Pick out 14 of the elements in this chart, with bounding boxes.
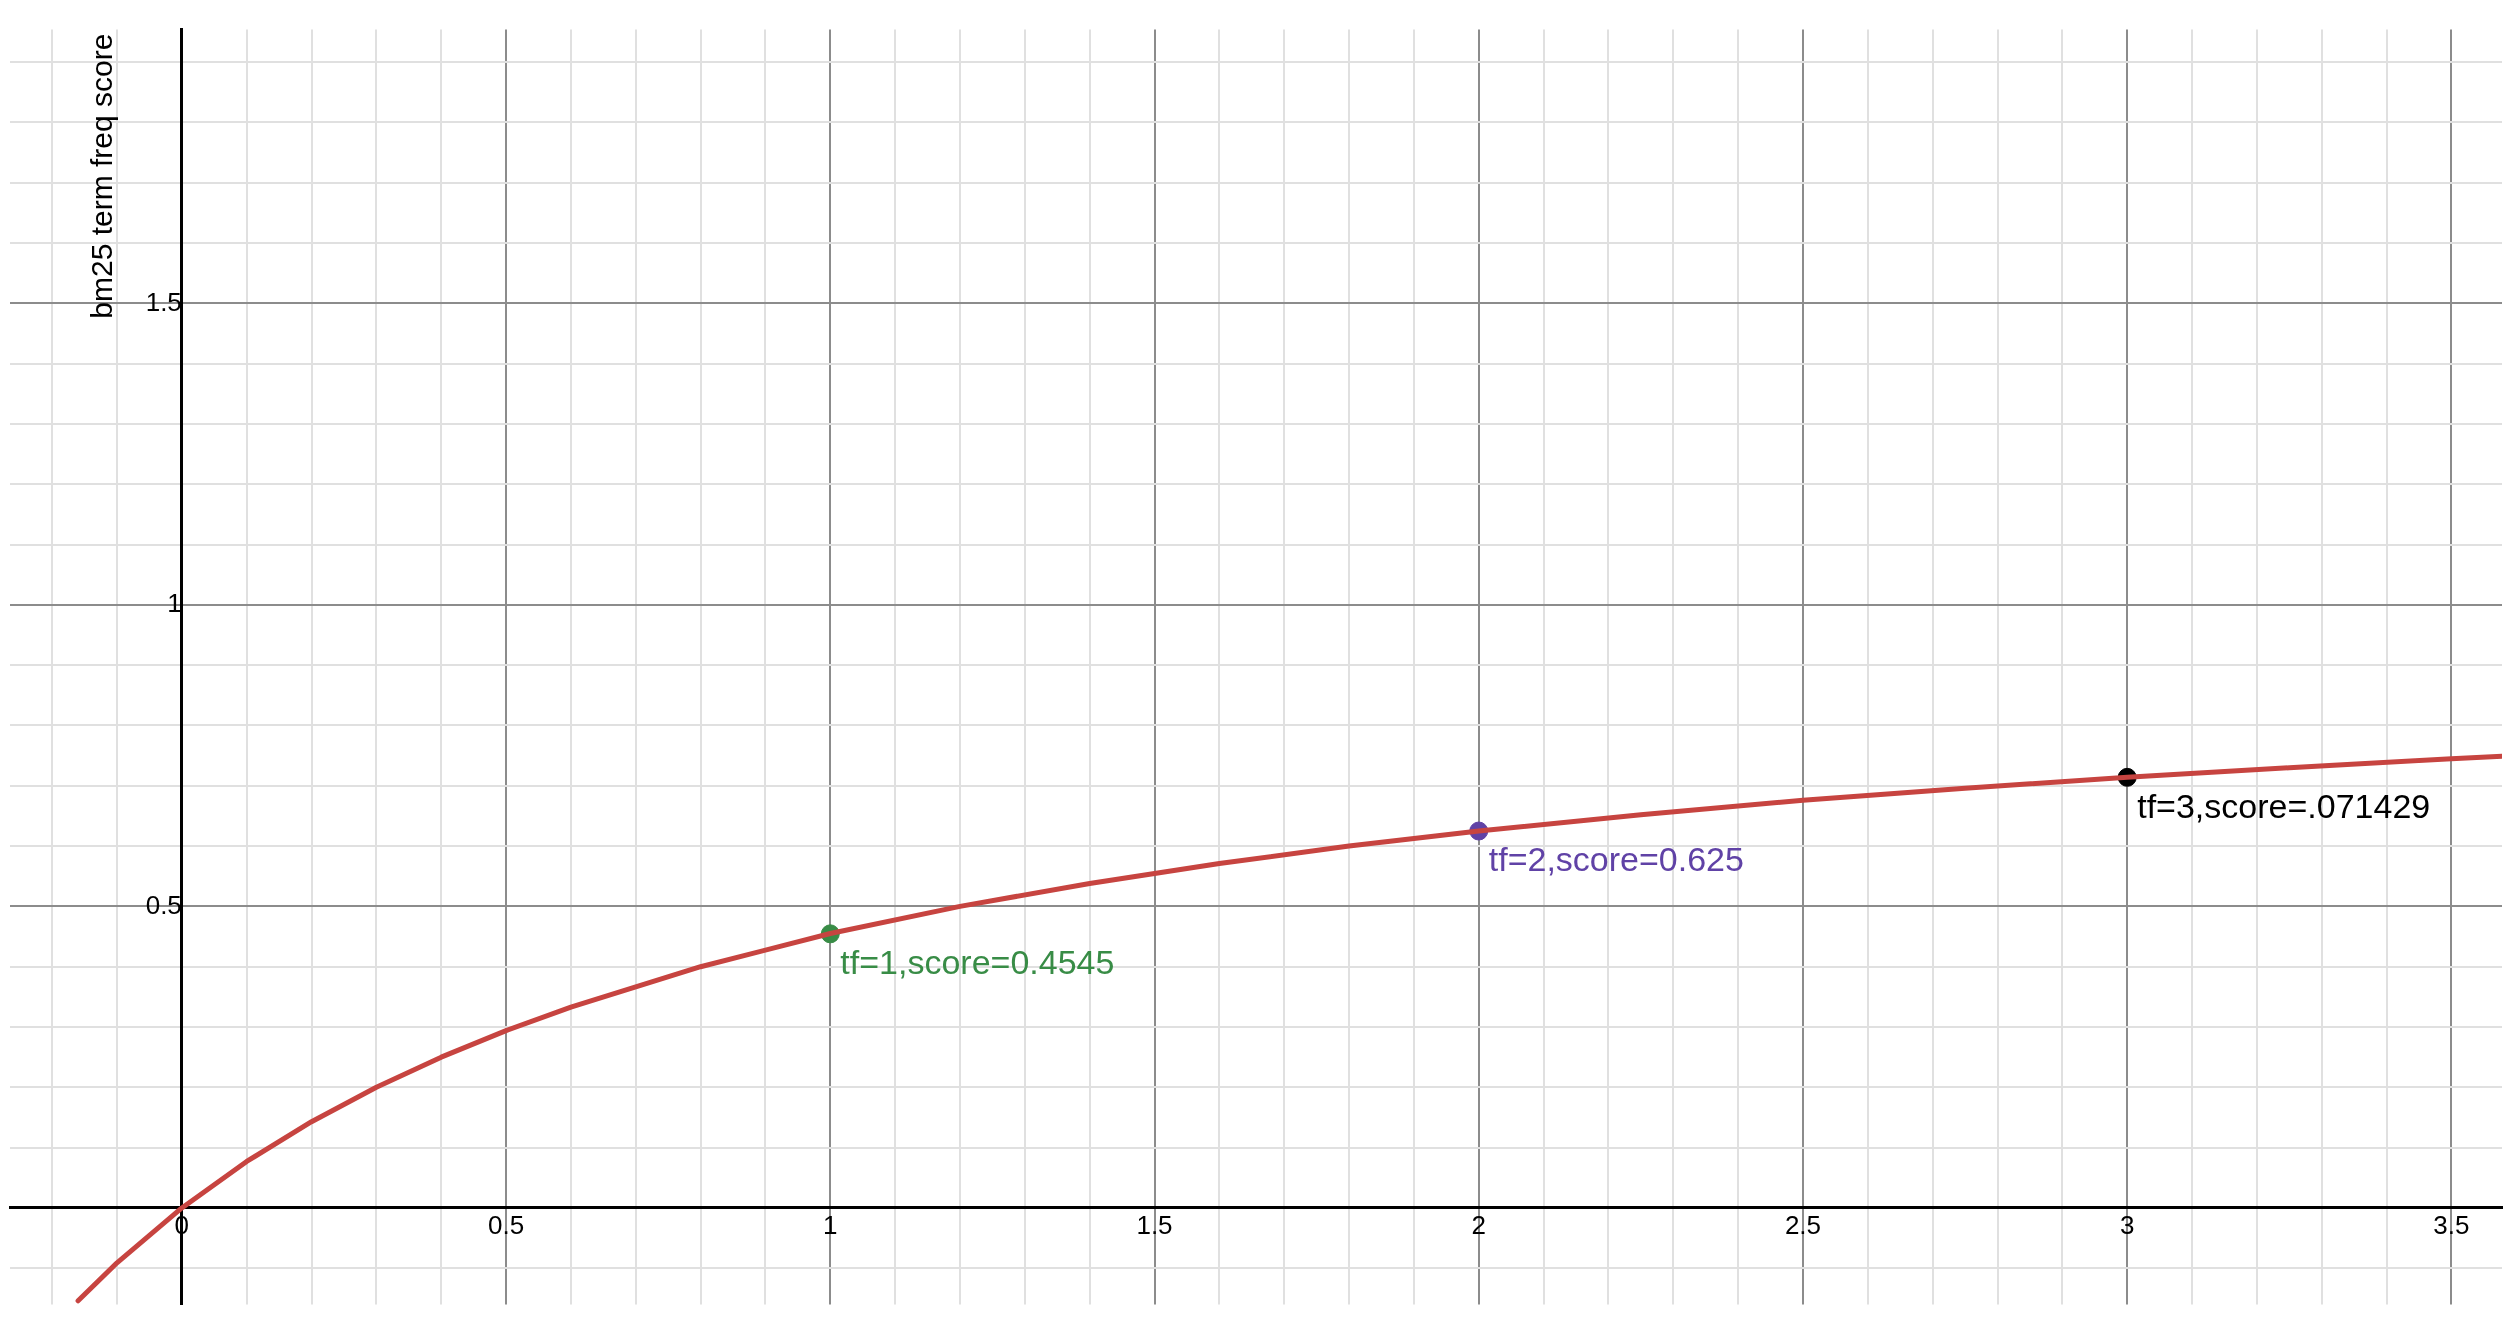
- x-tick-label: 3.5: [2433, 1209, 2470, 1240]
- data-label: tf=1,score=0.4545: [840, 943, 1115, 982]
- x-tick-label: 1: [823, 1209, 838, 1240]
- x-tick-label: 2: [1471, 1209, 1486, 1240]
- y-tick-label: 1: [167, 588, 182, 619]
- y-tick-label: 1.5: [145, 286, 182, 317]
- y-tick-label: 0.5: [145, 889, 182, 920]
- y-axis-title: bm25 term freq score: [85, 33, 119, 319]
- x-tick-label: 3: [2119, 1209, 2135, 1240]
- x-tick-label: 0.5: [487, 1209, 525, 1240]
- x-tick-label: 1.5: [1136, 1209, 1173, 1240]
- data-label: tf=3,score=.071429: [2137, 786, 2431, 825]
- x-tick-label: 2.5: [1784, 1209, 1822, 1240]
- data-label: tf=2,score=0.625: [1488, 840, 1744, 879]
